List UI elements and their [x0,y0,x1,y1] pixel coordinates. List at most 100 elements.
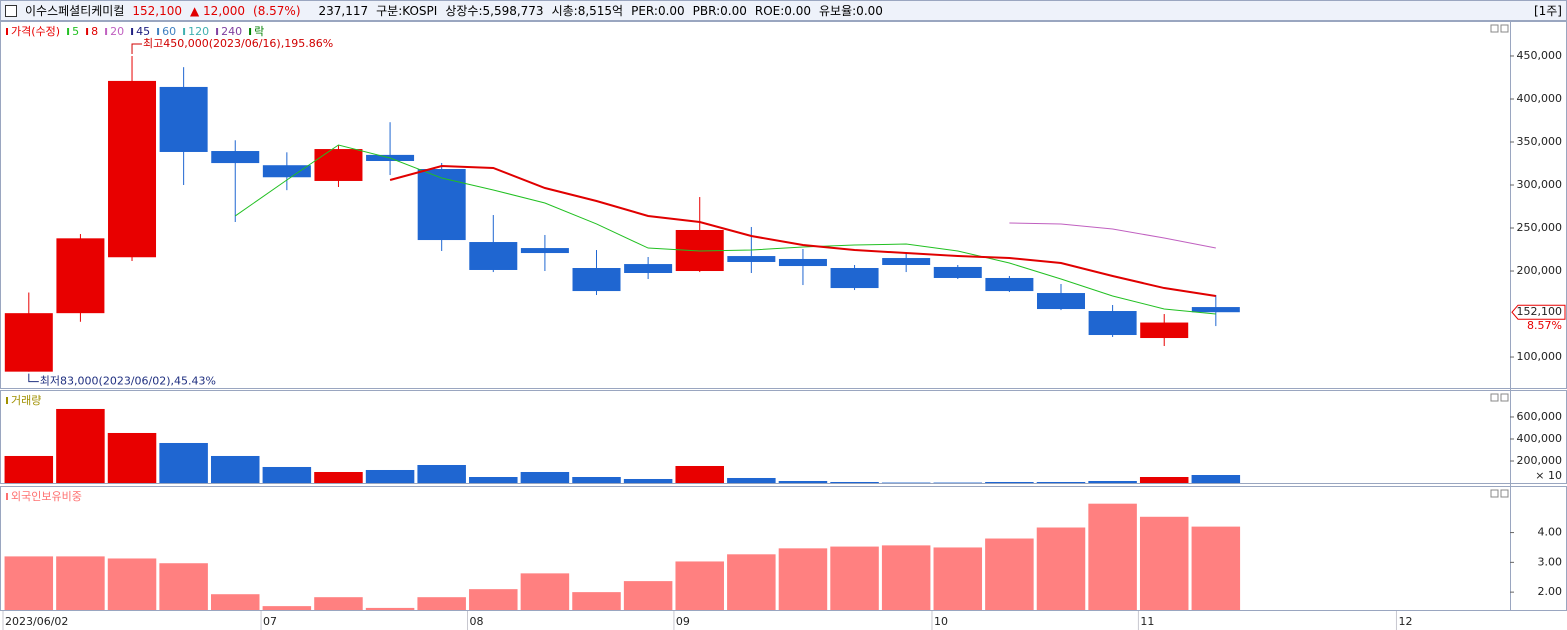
bar [675,465,724,483]
x-tick-label: 10 [934,615,948,628]
bar [210,594,260,610]
chart: 100,000 200,000 250,000 300,000 350,000 400,0… [0,21,1567,630]
legend-marker [105,28,108,35]
candle-body [1140,322,1189,339]
panel-title: 외국인보유비중 [11,490,82,503]
x-tick-label: 12 [1398,615,1412,628]
change-pct: (8.57%) [253,3,301,18]
period[interactable]: [1주] [1533,4,1562,18]
y-tick-label: 200,000 [1517,264,1563,277]
bar [1191,526,1241,610]
bar [1139,477,1189,483]
legend-marker [6,28,8,35]
y-tick-label: 200,000 [1517,454,1563,467]
bar [107,432,157,483]
candle-body [211,151,260,164]
annotation: 최고450,000(2023/06/16),195.86% [143,37,333,50]
candle-body [469,242,518,270]
shares: 상장수:5,598,773 [445,4,544,18]
market-cap: 시총:8,515억 [551,4,624,18]
legend-label: 가격(수정) [11,25,60,38]
price: 152,100 [132,3,182,18]
y-tick-label: 300,000 [1517,178,1563,191]
y-tick-label: 100,000 [1517,350,1563,363]
roe: ROE:0.00 [754,3,812,18]
y-tick-label: 3.00 [1538,555,1563,568]
bar [1036,481,1086,483]
bar [727,554,776,610]
legend-marker [131,28,134,35]
last-price-box [1511,304,1566,320]
annotation-arrow [131,43,143,54]
panel-title: 거래량 [11,394,41,407]
bar [210,455,260,483]
bar [572,592,621,610]
bar [314,597,363,610]
bar [4,455,54,483]
candle-body [572,268,621,292]
legend-label: 120 [188,25,209,38]
legend-label: 45 [136,25,150,38]
x-tick-label: 09 [676,615,690,628]
candle-body [727,256,776,262]
x-tick-label: 07 [263,615,277,628]
last-pct: 8.57% [1527,319,1562,332]
x-tick-label: 08 [469,615,483,628]
bar [56,556,105,610]
bar [417,597,466,610]
bar [56,408,105,483]
candle-body [830,268,879,289]
y-tick-label: 4.00 [1538,526,1563,539]
legend-label: 60 [162,25,176,38]
reserve: 유보율:0.00 [819,4,883,18]
bar [675,561,724,610]
ma-line [1009,222,1216,249]
bar [1036,527,1086,610]
market: 구분:KOSPI [376,4,438,18]
bar [881,545,931,610]
panel-buttons[interactable] [1490,24,1509,498]
candle-body [985,277,1034,292]
pbr: PBR:0.00 [692,3,747,18]
legend-marker [86,28,89,35]
change: ▲ 12,000 [190,3,246,18]
bar [365,607,415,610]
candle-body [108,80,157,258]
bar [159,563,208,610]
bar [1088,480,1137,483]
bar [778,480,828,483]
bar [881,482,931,484]
bar [623,581,673,610]
bar [107,558,157,610]
bar [1139,516,1189,610]
y-tick-label: 600,000 [1517,410,1563,423]
y-tick-label: 400,000 [1517,92,1563,105]
stock-name: 이수스페셜티케미컬 [25,4,125,18]
y-tick-label: 250,000 [1517,221,1563,234]
bar [1191,474,1241,483]
bar [727,477,776,483]
bar [365,469,415,483]
legend-marker [249,28,252,35]
bar [469,589,518,610]
x-tick-label: 11 [1140,615,1154,628]
volume: 237,117 [318,3,369,18]
legend-label: 5 [72,25,79,38]
y-tick-label: 350,000 [1517,135,1563,148]
bar [520,471,570,483]
header: 이수스페셜티케미컬 152,100 ▲ 12,000 (8.57%) 237,1… [0,0,1567,21]
last-price: 152,100 [1517,305,1563,318]
bar [985,538,1034,610]
checkbox[interactable] [5,4,17,17]
bar [830,546,879,610]
candle-body [1191,307,1240,313]
per: PER:0.00 [631,3,685,18]
candle-body [520,248,569,254]
ma-line [234,144,1216,315]
legend-marker [157,28,160,35]
bar [623,478,673,483]
candle-body [1036,293,1085,310]
candle-body [933,266,982,278]
legend-label: 8 [91,25,98,38]
